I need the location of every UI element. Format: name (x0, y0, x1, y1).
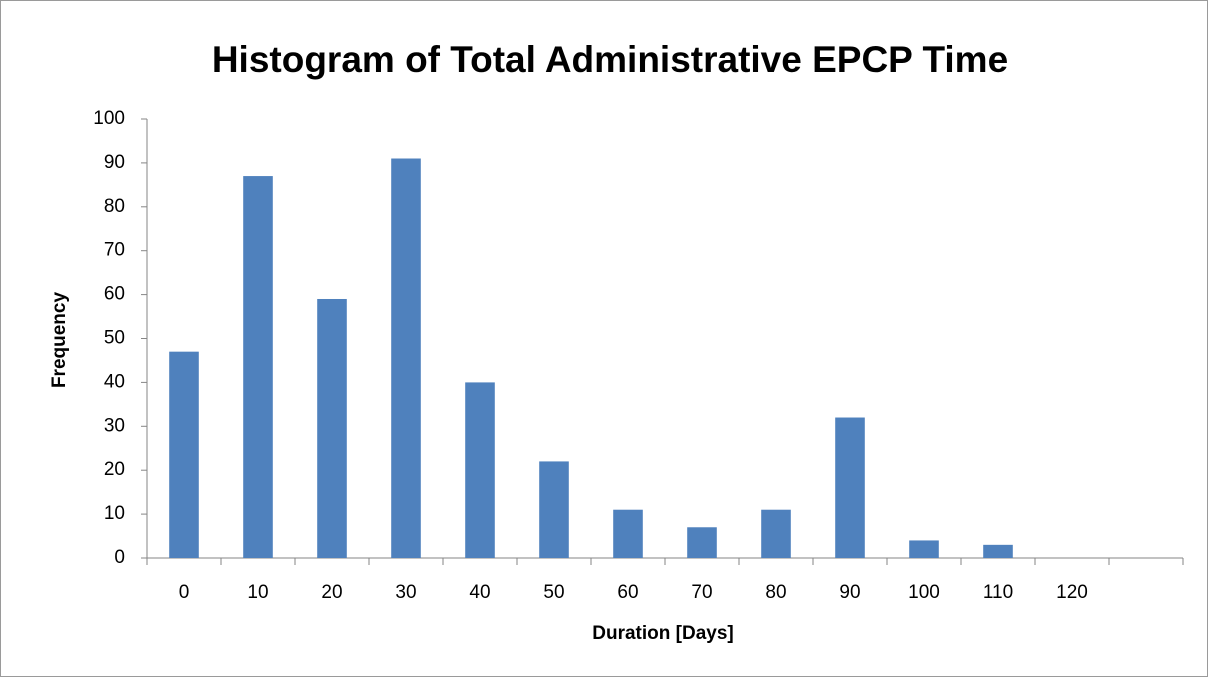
y-tick-label: 40 (104, 371, 125, 392)
bar (835, 417, 865, 558)
x-tick-label: 100 (908, 582, 940, 603)
x-tick-label: 50 (543, 582, 564, 603)
bar (687, 527, 717, 558)
x-tick-label: 10 (247, 582, 268, 603)
y-tick-label: 100 (93, 108, 125, 129)
bar (465, 382, 495, 558)
x-tick-label: 60 (617, 582, 638, 603)
x-axis-label: Duration [Days] (592, 623, 733, 644)
y-tick-label: 50 (104, 328, 125, 349)
y-tick-label: 90 (104, 152, 125, 173)
chart-title: Histogram of Total Administrative EPCP T… (212, 39, 1008, 80)
x-tick-label: 110 (983, 582, 1013, 603)
bar (317, 298, 347, 558)
bar (391, 158, 421, 558)
x-tick-label: 90 (839, 582, 860, 603)
bar (169, 351, 199, 558)
x-tick-label: 20 (321, 582, 342, 603)
x-tick-label: 120 (1056, 582, 1088, 603)
bar (983, 544, 1013, 558)
x-tick-label: 40 (469, 582, 490, 603)
bar (761, 509, 791, 558)
x-tick-label: 30 (395, 582, 416, 603)
y-tick-label: 80 (104, 196, 125, 217)
bar (243, 176, 273, 558)
y-tick-label: 60 (104, 284, 125, 305)
x-tick-label: 70 (691, 582, 712, 603)
bar (613, 509, 643, 558)
bar (539, 461, 569, 558)
y-tick-label: 10 (104, 503, 125, 524)
y-axis-label: Frequency (49, 292, 70, 389)
y-tick-label: 30 (104, 415, 125, 436)
bar (909, 540, 939, 558)
x-tick-label: 80 (765, 582, 786, 603)
y-tick-label: 70 (104, 240, 125, 261)
y-tick-label: 20 (104, 459, 125, 480)
x-tick-label: 0 (179, 582, 190, 603)
y-tick-label: 0 (114, 547, 125, 568)
